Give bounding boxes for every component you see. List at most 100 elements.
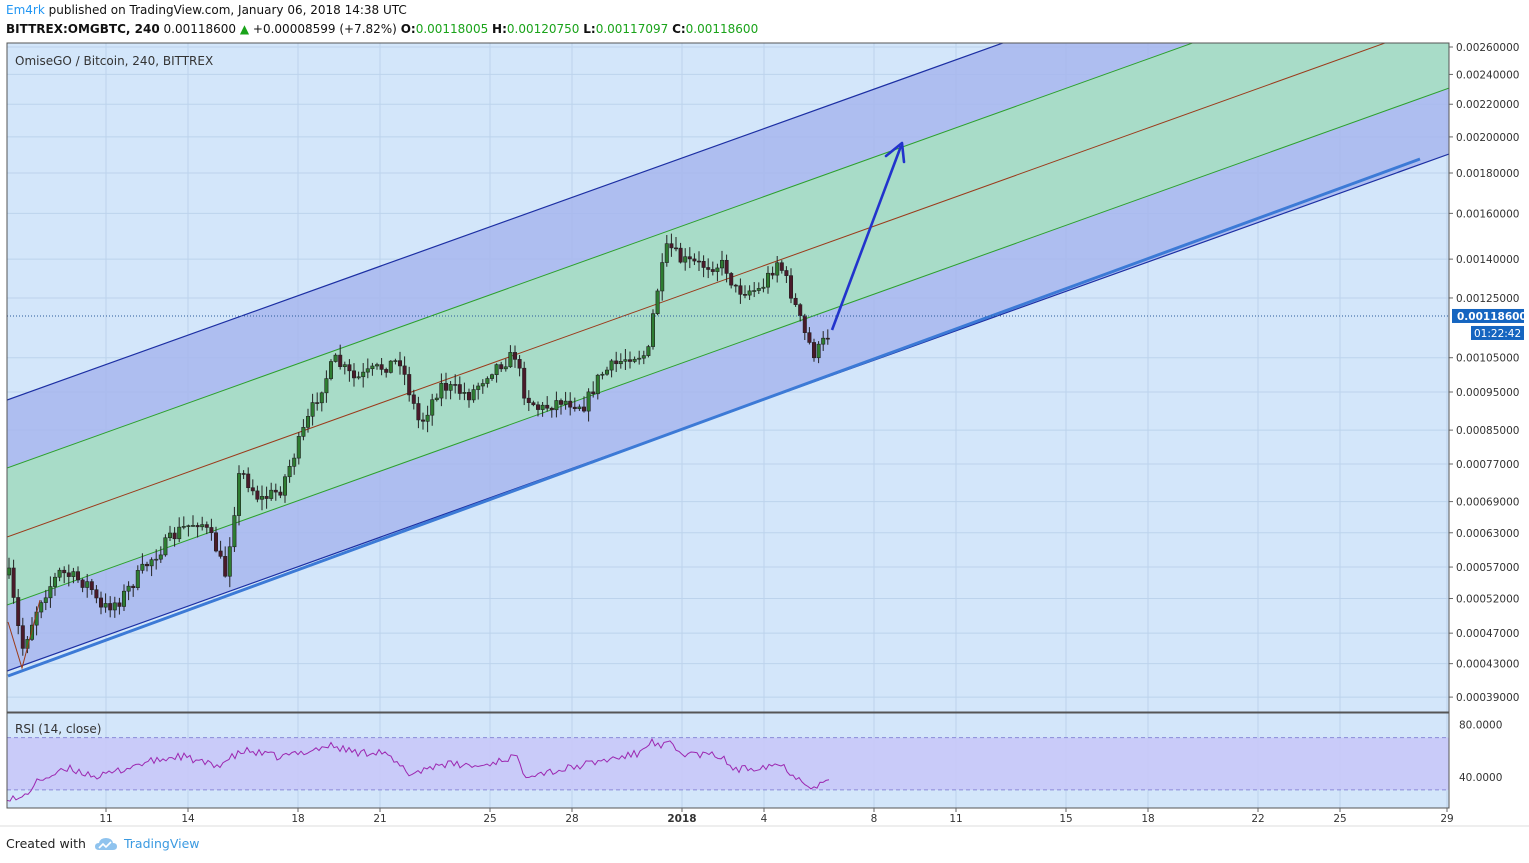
- chart-title: OmiseGO / Bitcoin, 240, BITTREX: [15, 54, 213, 68]
- time-axis: 11 14 18 21 25 28 2018 4 8 11 15 18 22 25 29: [99, 808, 1454, 825]
- candle-body: [48, 586, 53, 599]
- candle-body: [264, 496, 269, 499]
- support-trendline: [7, 157, 1421, 678]
- price-tick-label: 0.00047000: [1456, 628, 1519, 640]
- candle-body: [581, 406, 586, 412]
- candle-body: [761, 286, 766, 289]
- candle-body: [126, 585, 131, 592]
- candles: [7, 233, 830, 656]
- close-value: 0.00118600: [685, 22, 759, 36]
- candle-body: [499, 364, 504, 370]
- candle-body: [655, 290, 660, 314]
- time-tick-label: 28: [565, 813, 578, 825]
- candle-body: [168, 532, 173, 539]
- candle-body: [374, 364, 379, 367]
- candle-body: [614, 360, 619, 365]
- price-tick-label: 0.00160000: [1456, 208, 1519, 220]
- candle-body: [632, 358, 637, 362]
- rsi-band: [7, 737, 1449, 790]
- time-tick-label: 18: [1141, 813, 1154, 825]
- candle-body: [793, 297, 798, 305]
- candle-body: [517, 359, 522, 369]
- low-label: L:: [583, 22, 596, 36]
- tradingview-link[interactable]: TradingView: [123, 836, 200, 851]
- created-with-label: Created with: [6, 836, 86, 851]
- candle-body: [62, 569, 67, 574]
- candle-body: [338, 354, 343, 367]
- candle-body: [420, 419, 425, 422]
- candle-body: [43, 597, 48, 603]
- candle-body: [706, 267, 711, 270]
- projection-arrow: [830, 145, 903, 331]
- candle-body: [117, 602, 122, 607]
- candle-body: [416, 403, 421, 421]
- candle-body: [246, 473, 251, 489]
- candle-body: [347, 364, 352, 372]
- candle-body: [692, 258, 697, 262]
- author-link[interactable]: Em4rk: [6, 3, 45, 17]
- candle-body: [489, 374, 494, 379]
- candle-body: [384, 369, 389, 373]
- candle-body: [296, 436, 301, 459]
- candle-body: [683, 256, 688, 263]
- median-line: [7, 43, 1387, 538]
- candle-body: [85, 581, 90, 588]
- open-value: 0.00118005: [415, 22, 489, 36]
- candle-body: [108, 603, 113, 611]
- swing-marker: [7, 599, 41, 670]
- countdown-badge: [1471, 325, 1524, 340]
- candle-body: [214, 532, 219, 552]
- candle-body: [476, 385, 481, 390]
- candle-body: [191, 525, 196, 527]
- price-tick-label: 0.00052000: [1456, 594, 1519, 606]
- candle-body: [678, 247, 683, 263]
- candle-body: [600, 373, 605, 376]
- candle-body: [696, 260, 701, 263]
- candle-body: [227, 546, 232, 577]
- candle-body: [388, 360, 393, 373]
- time-tick-label: 2018: [667, 813, 696, 825]
- price-tick-label: 0.00057000: [1456, 562, 1519, 574]
- candle-body: [29, 624, 34, 640]
- candle-body: [627, 359, 632, 362]
- candle-body: [328, 361, 333, 379]
- candle-body: [397, 360, 402, 367]
- time-tick-label: 25: [483, 813, 496, 825]
- candle-body: [604, 369, 609, 375]
- candle-body: [480, 383, 485, 387]
- candle-body: [673, 247, 678, 250]
- candle-body: [305, 416, 310, 428]
- candle-body: [811, 342, 816, 359]
- candle-body: [572, 406, 577, 409]
- time-tick-label: 25: [1333, 813, 1346, 825]
- candle-body: [20, 625, 25, 649]
- candle-body: [453, 384, 458, 386]
- candle-body: [508, 352, 513, 368]
- candle-body: [57, 569, 62, 578]
- candle-body: [89, 581, 94, 591]
- price-tick-label: 0.00240000: [1456, 69, 1519, 81]
- candle-body: [738, 285, 743, 295]
- candle-body: [278, 491, 283, 496]
- candle-body: [549, 407, 554, 411]
- candle-body: [494, 364, 499, 375]
- candle-body: [485, 378, 490, 384]
- candle-body: [39, 602, 44, 613]
- price-axis: 0.00260000 0.00240000 0.00220000 0.00200000…: [1449, 42, 1519, 704]
- candle-body: [798, 304, 803, 317]
- tradingview-cloud-icon: [94, 837, 117, 850]
- candle-body: [765, 272, 770, 288]
- candle-body: [52, 576, 57, 587]
- candle-body: [637, 357, 642, 360]
- candle-body: [181, 526, 186, 528]
- candle-body: [650, 313, 655, 347]
- candle-body: [200, 524, 205, 528]
- candle-body: [701, 260, 706, 268]
- price-tick-label: 0.00043000: [1456, 659, 1519, 671]
- candle-body: [526, 397, 531, 403]
- candle-body: [80, 579, 85, 588]
- price-tick-label: 0.00069000: [1456, 497, 1519, 509]
- candle-body: [204, 524, 209, 528]
- candle-body: [131, 585, 136, 588]
